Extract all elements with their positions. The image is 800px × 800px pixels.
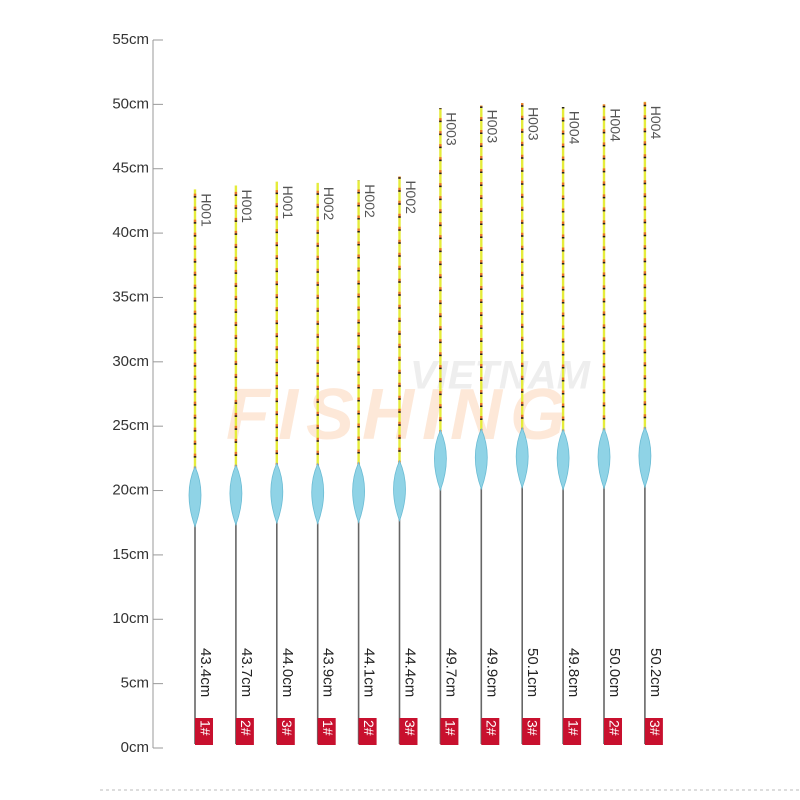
- size-label: 3#: [647, 720, 663, 736]
- model-label: H003: [485, 110, 501, 144]
- size-badge: [195, 718, 213, 745]
- length-label: 49.9cm: [483, 648, 500, 697]
- size-badge: [399, 718, 418, 745]
- watermark: FISHING: [226, 375, 574, 455]
- size-badge: [563, 718, 582, 745]
- length-label: 43.9cm: [320, 648, 337, 697]
- model-label: H003: [525, 107, 541, 141]
- float-body: [638, 426, 652, 489]
- length-label: 50.1cm: [524, 648, 541, 697]
- size-label: 1#: [565, 720, 581, 736]
- length-label: 43.7cm: [238, 648, 255, 697]
- float-body: [556, 428, 570, 491]
- y-tick-label: 55cm: [112, 31, 149, 48]
- y-tick-label: 5cm: [121, 675, 149, 692]
- float-body: [597, 427, 611, 490]
- float-body: [434, 429, 447, 492]
- size-badge: [235, 718, 254, 745]
- y-tick-label: 15cm: [112, 546, 149, 563]
- size-label: 1#: [443, 720, 459, 736]
- model-label: H002: [321, 187, 337, 221]
- float-body: [311, 462, 325, 525]
- length-label: 44.1cm: [361, 648, 378, 697]
- float-body: [270, 462, 284, 525]
- y-tick-label: 30cm: [112, 353, 149, 370]
- length-label: 50.0cm: [606, 648, 623, 697]
- float-body: [515, 426, 529, 489]
- model-label: H001: [198, 193, 214, 227]
- y-tick-label: 0cm: [121, 739, 149, 756]
- size-label: 2#: [238, 720, 254, 736]
- size-badge: [358, 718, 377, 745]
- model-label: H004: [607, 108, 623, 142]
- size-label: 2#: [606, 720, 622, 736]
- float-body: [188, 465, 202, 528]
- size-label: 2#: [361, 720, 377, 736]
- model-label: H004: [648, 106, 664, 140]
- size-label: 1#: [197, 720, 213, 736]
- length-label: 43.4cm: [197, 648, 214, 697]
- float-body: [229, 463, 243, 527]
- size-label: 3#: [279, 720, 295, 736]
- length-label: 49.8cm: [565, 648, 582, 697]
- y-tick-label: 10cm: [112, 610, 149, 627]
- model-label: H001: [239, 189, 255, 223]
- model-label: H001: [280, 186, 296, 220]
- size-badge: [276, 718, 295, 745]
- float-body: [352, 461, 365, 524]
- y-tick-label: 45cm: [112, 160, 149, 177]
- size-badge: [644, 718, 663, 745]
- size-badge: [440, 718, 459, 745]
- size-badge: [522, 718, 541, 745]
- model-label: H002: [362, 184, 378, 218]
- float-body: [474, 427, 488, 491]
- size-label: 3#: [402, 720, 418, 736]
- size-label: 2#: [484, 720, 500, 736]
- y-tick-label: 35cm: [112, 288, 149, 305]
- model-label: H004: [566, 111, 582, 145]
- length-label: 49.7cm: [442, 648, 459, 697]
- model-label: H002: [403, 180, 419, 214]
- size-badge: [317, 718, 336, 745]
- float-body: [393, 459, 406, 522]
- size-label: 1#: [320, 720, 336, 736]
- length-label: 44.4cm: [402, 648, 419, 697]
- size-badge: [481, 718, 500, 745]
- length-label: 50.2cm: [647, 648, 664, 697]
- model-label: H003: [444, 112, 460, 146]
- y-tick-label: 50cm: [112, 95, 149, 112]
- size-label: 3#: [524, 720, 540, 736]
- y-tick-label: 40cm: [112, 224, 149, 241]
- length-label: 44.0cm: [279, 648, 296, 697]
- y-tick-label: 20cm: [112, 482, 149, 499]
- size-badge: [604, 718, 622, 745]
- y-tick-label: 25cm: [112, 417, 149, 434]
